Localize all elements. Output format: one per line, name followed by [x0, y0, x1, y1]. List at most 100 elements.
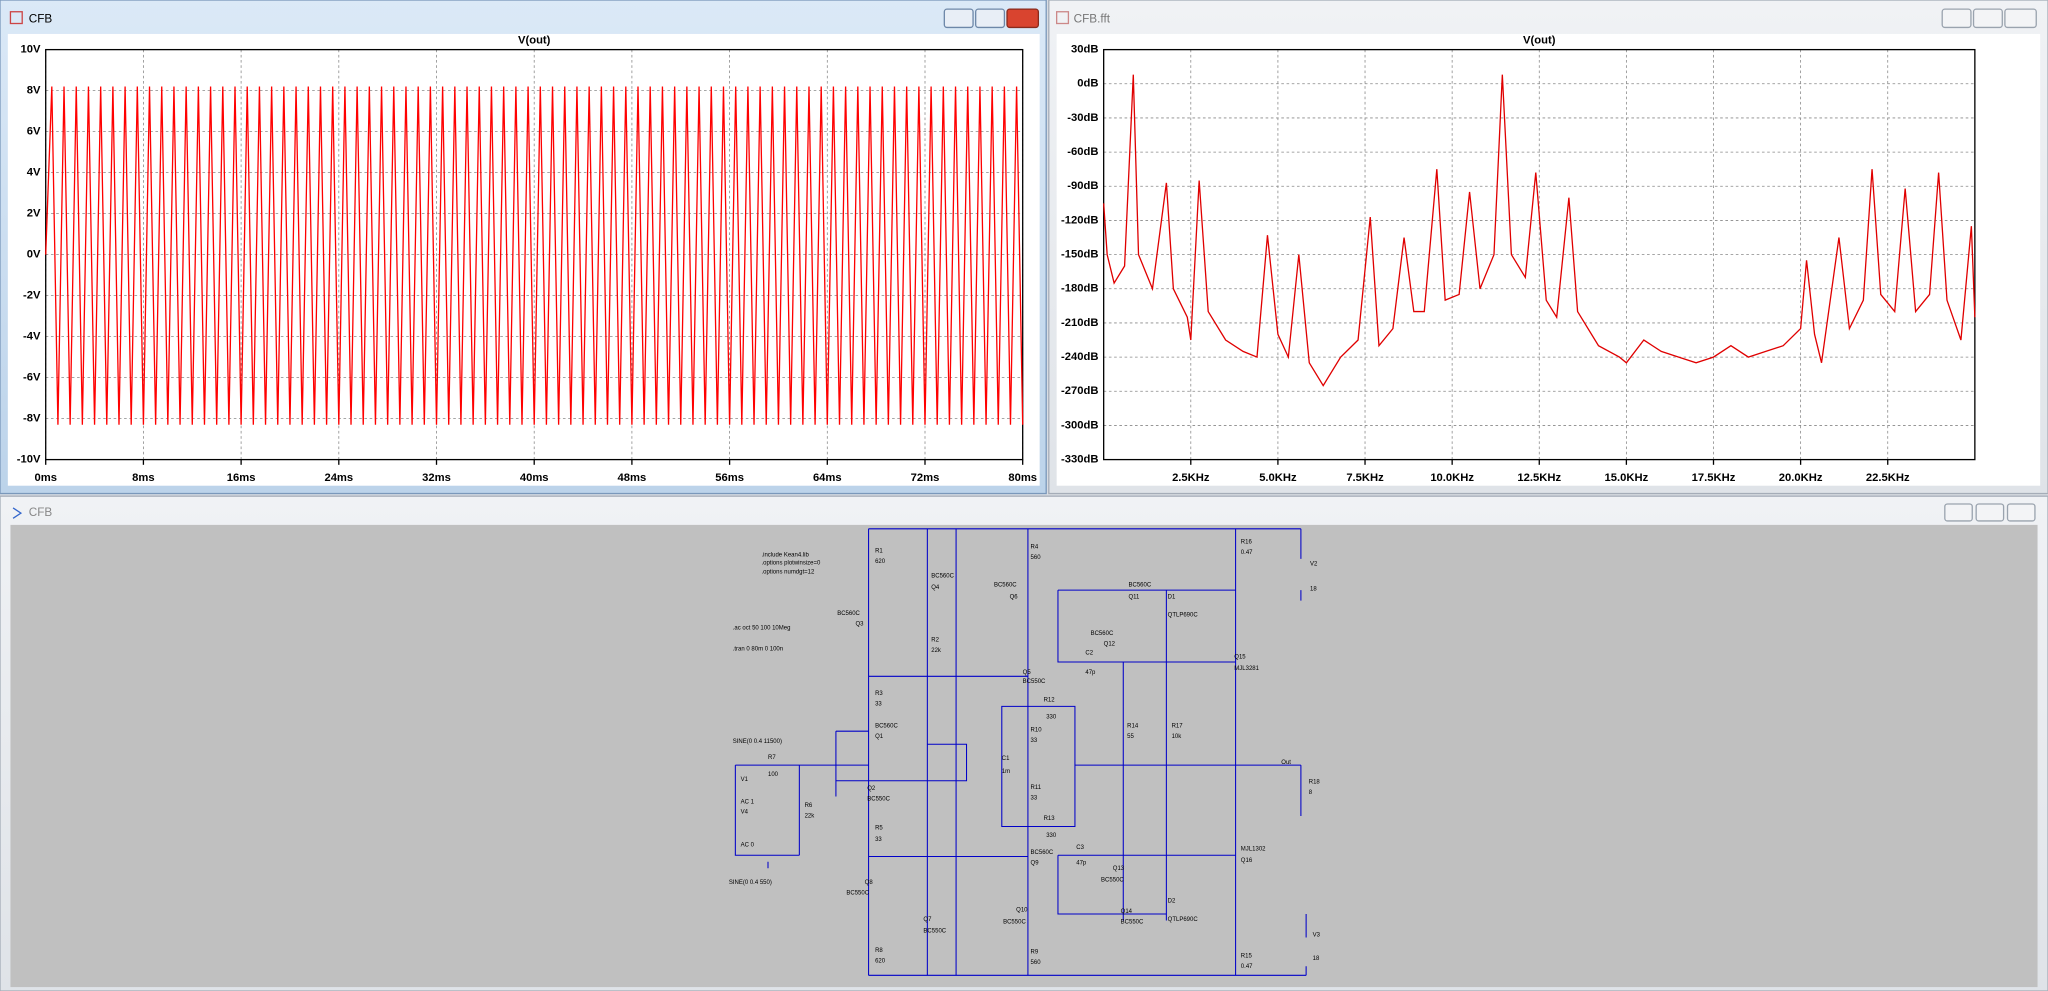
component-ref: V2 [1310, 562, 1318, 568]
component-value: BC550C [923, 929, 946, 935]
component-ref: Q8 [865, 880, 874, 886]
component-value: QTLP690C [1168, 917, 1199, 923]
spice-directive: SINE(0 0.4 11500) [733, 739, 782, 745]
chart-title: V(out) [1523, 34, 1556, 46]
component-value: BC560C [1091, 631, 1114, 637]
maximize-button[interactable] [1972, 8, 2003, 29]
component-value: BC560C [1031, 850, 1054, 856]
spice-directive: .options numdgt=12 [761, 569, 815, 575]
y-tick-label: -270dB [1061, 385, 1098, 397]
component-ref: R5 [875, 825, 883, 831]
y-tick-label: -120dB [1061, 214, 1098, 226]
component-ref: Q2 [867, 786, 876, 792]
y-tick-label: -8V [23, 413, 41, 425]
component-value: 330 [1046, 714, 1057, 720]
y-tick-label: -4V [23, 331, 41, 343]
y-tick-label: -2V [23, 290, 41, 302]
x-tick-label: 7.5KHz [1346, 472, 1384, 484]
component-value: MJL3281 [1234, 666, 1259, 672]
close-button[interactable] [1006, 8, 1040, 29]
plot-pane [1056, 33, 2041, 486]
component-ref: Q14 [1121, 909, 1133, 915]
y-tick-label: 0V [27, 249, 41, 261]
data-line [1103, 74, 1976, 387]
data-line [45, 86, 1024, 425]
x-tick-label: 48ms [618, 472, 647, 484]
component-value: BC550C [846, 891, 869, 897]
maximize-button[interactable] [975, 8, 1006, 29]
component-ref: R3 [875, 691, 883, 697]
component-ref: Q1 [875, 734, 884, 740]
window-title: CFB [29, 13, 53, 26]
component-ref: Q7 [923, 917, 932, 923]
component-ref: R6 [805, 803, 813, 809]
close-button[interactable] [2004, 8, 2037, 29]
x-tick-label: 5.0KHz [1259, 472, 1297, 484]
x-tick-label: 22.5KHz [1866, 472, 1910, 484]
component-ref: C1 [1002, 756, 1010, 762]
maximize-button[interactable] [1975, 503, 2005, 522]
x-tick-label: 72ms [911, 472, 940, 484]
component-ref: Q12 [1104, 641, 1116, 647]
component-ref: R18 [1309, 780, 1321, 786]
y-tick-label: -300dB [1061, 419, 1098, 431]
component-ref: R15 [1241, 953, 1253, 959]
component-value: BC550C [867, 797, 890, 803]
component-ref: V3 [1313, 932, 1321, 938]
spice-directive: .tran 0 80m 0 100n [733, 646, 783, 652]
component-value: 33 [1031, 795, 1038, 801]
component-value: BC550C [1121, 919, 1144, 925]
component-ref: R16 [1241, 539, 1253, 545]
y-tick-label: -150dB [1061, 249, 1098, 261]
component-ref: R14 [1127, 724, 1139, 730]
x-tick-label: 16ms [227, 472, 256, 484]
x-tick-label: 2.5KHz [1172, 472, 1210, 484]
component-value: 10k [1172, 734, 1183, 740]
component-ref: Q6 [1010, 594, 1019, 600]
component-value: BC560C [875, 724, 898, 730]
y-tick-label: -240dB [1061, 351, 1098, 363]
minimize-button[interactable] [943, 8, 974, 29]
component-ref: Q16 [1241, 858, 1253, 864]
component-value: BC560C [994, 583, 1017, 589]
component-ref: Q9 [1031, 861, 1040, 867]
component-value: AC 0 [741, 842, 755, 848]
component-ref: R7 [768, 755, 776, 761]
component-value: 47p [1085, 670, 1096, 676]
component-value: BC550C [1023, 679, 1046, 685]
window-icon [12, 507, 23, 519]
component-value: 100 [768, 772, 779, 778]
component-ref: R2 [931, 637, 939, 643]
x-tick-label: 12.5KHz [1517, 472, 1561, 484]
y-tick-label: 30dB [1071, 44, 1098, 56]
component-value: 47p [1076, 861, 1087, 867]
component-value: QTLP690C [1168, 613, 1199, 619]
component-value: 560 [1031, 555, 1042, 561]
component-value: 22k [931, 648, 942, 654]
x-tick-label: 0ms [34, 472, 56, 484]
component-value: 33 [875, 701, 882, 707]
spice-directive: .include Kean4.lib [761, 552, 809, 558]
wires [734, 528, 1307, 976]
component-ref: C2 [1085, 650, 1093, 656]
component-ref: V1 [741, 777, 749, 783]
y-tick-label: -210dB [1061, 317, 1098, 329]
component-ref: Q5 [1023, 670, 1032, 676]
component-value: 0.47 [1241, 550, 1253, 556]
component-value: 1m [1002, 769, 1010, 775]
component-value: BC550C [1003, 919, 1026, 925]
window-icon [9, 11, 23, 25]
component-value: 8 [1309, 790, 1313, 796]
close-button[interactable] [2006, 503, 2036, 522]
component-value: 620 [875, 959, 886, 965]
minimize-button[interactable] [1944, 503, 1973, 522]
component-ref: R17 [1172, 724, 1184, 730]
y-tick-label: 2V [27, 208, 41, 220]
x-tick-label: 40ms [520, 472, 549, 484]
minimize-button[interactable] [1941, 8, 1972, 29]
x-tick-label: 64ms [813, 472, 842, 484]
y-tick-label: -60dB [1067, 146, 1098, 158]
component-value: 0.47 [1241, 964, 1253, 970]
x-tick-label: 10.0KHz [1430, 472, 1474, 484]
